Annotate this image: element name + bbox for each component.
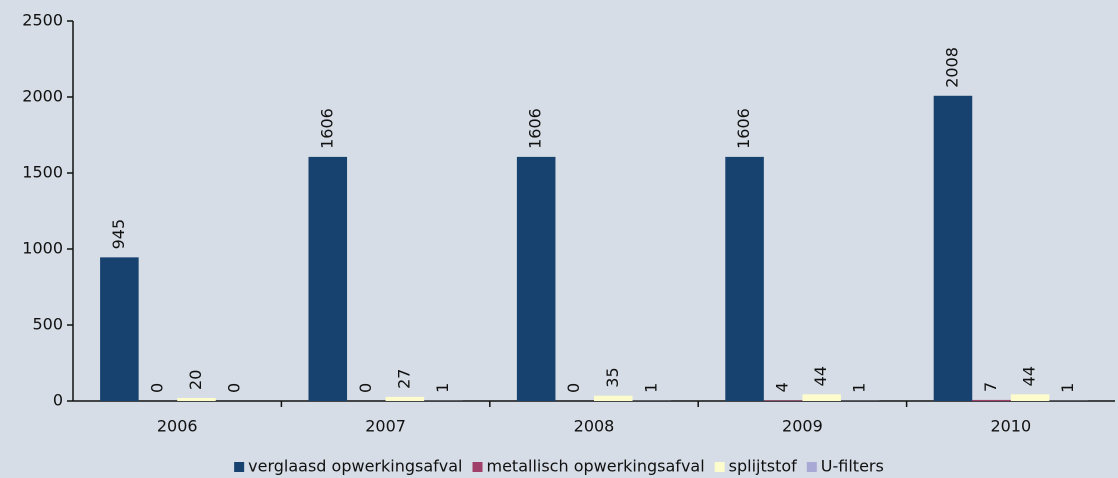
legend-label: U-filters xyxy=(821,457,884,476)
bar xyxy=(308,156,348,401)
bar xyxy=(1010,394,1050,401)
data-label: 7 xyxy=(981,382,1000,392)
data-label: 1 xyxy=(1058,383,1077,393)
y-tick-label: 2000 xyxy=(22,87,63,106)
y-tick-label: 2500 xyxy=(22,11,63,30)
x-tick-label: 2007 xyxy=(365,417,406,436)
legend-swatch xyxy=(806,462,817,472)
bar xyxy=(802,394,841,401)
legend-swatch xyxy=(472,462,483,472)
x-tick-label: 2006 xyxy=(157,417,198,436)
bar xyxy=(594,395,633,401)
bar xyxy=(725,156,764,401)
data-label: 35 xyxy=(603,367,622,387)
data-label: 1606 xyxy=(734,108,753,149)
legend-label: splijtstof xyxy=(729,457,798,476)
y-tick-label: 1000 xyxy=(22,239,63,258)
data-label: 44 xyxy=(811,366,830,386)
legend-label: metallisch opwerkingsafval xyxy=(487,457,705,476)
legend-swatch xyxy=(234,462,245,472)
x-tick-label: 2008 xyxy=(574,417,615,436)
bar xyxy=(385,396,425,401)
data-label: 1606 xyxy=(526,108,545,149)
bar xyxy=(933,95,973,401)
data-label: 1606 xyxy=(317,108,336,149)
bar xyxy=(972,399,1011,401)
bar xyxy=(763,400,803,401)
data-label: 1 xyxy=(850,383,869,393)
data-label: 1 xyxy=(641,383,660,393)
bar xyxy=(516,156,556,401)
data-label: 1 xyxy=(433,383,452,393)
data-label: 0 xyxy=(147,383,166,393)
y-tick-label: 500 xyxy=(32,315,63,334)
data-label: 4 xyxy=(773,382,792,392)
legend-swatch xyxy=(714,462,725,472)
data-label: 0 xyxy=(564,383,583,393)
data-label: 0 xyxy=(225,383,244,393)
data-label: 27 xyxy=(394,369,413,389)
data-label: 945 xyxy=(109,219,128,250)
data-label: 20 xyxy=(186,370,205,390)
x-tick-label: 2010 xyxy=(990,417,1031,436)
bar xyxy=(100,257,139,401)
legend-label: verglaasd opwerkingsafval xyxy=(248,457,462,476)
y-tick-label: 1500 xyxy=(22,163,63,182)
data-label: 0 xyxy=(356,383,375,393)
bar xyxy=(177,397,216,401)
data-label: 44 xyxy=(1020,366,1039,386)
data-label: 2008 xyxy=(942,47,961,88)
x-tick-label: 2009 xyxy=(782,417,823,436)
y-tick-label: 0 xyxy=(53,391,63,410)
